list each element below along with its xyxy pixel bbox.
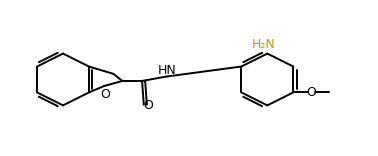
Text: O: O: [307, 86, 317, 99]
Text: O: O: [143, 100, 153, 112]
Text: HN: HN: [158, 63, 177, 77]
Text: H₂N: H₂N: [252, 38, 276, 51]
Text: O: O: [100, 88, 110, 101]
